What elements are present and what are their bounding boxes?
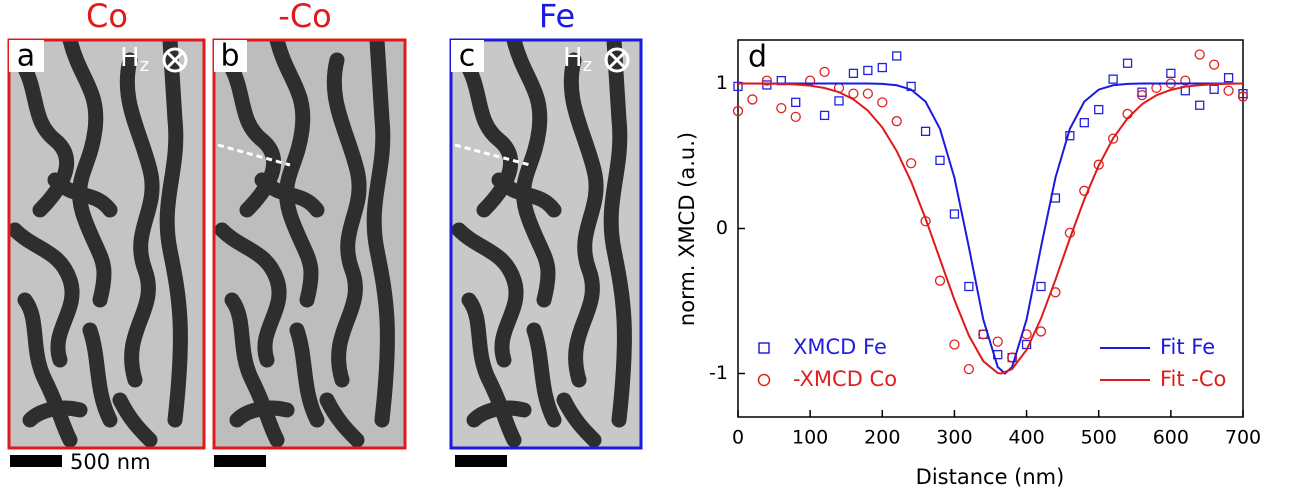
data-point [992, 336, 1003, 347]
data-point [761, 75, 773, 86]
data-point [819, 110, 830, 121]
data-point [1079, 118, 1089, 128]
data-point [1122, 58, 1133, 68]
x-tick-label: 700 [1225, 427, 1261, 449]
field-label: Hz [563, 43, 592, 77]
data-point [747, 94, 758, 105]
x-tick-label: 300 [936, 427, 972, 449]
panel-title: -Co [278, 0, 331, 35]
panel-label: c [459, 39, 476, 74]
panel-label: a [17, 39, 35, 74]
data-point [1208, 59, 1220, 70]
data-point [1006, 352, 1018, 363]
y-tick-label: 0 [716, 217, 728, 239]
data-point [964, 281, 974, 292]
data-point [1093, 159, 1104, 170]
into-page-symbol [604, 47, 630, 73]
data-point [1035, 326, 1047, 337]
scale-label: 500 nm [70, 450, 151, 474]
data-point [935, 155, 945, 166]
data-point [819, 66, 830, 78]
data-point [1195, 100, 1205, 110]
legend-label: Fit Fe [1160, 335, 1215, 359]
image-b [214, 40, 405, 448]
data-point [891, 116, 902, 127]
x-tick-label: 600 [1153, 427, 1189, 449]
x-tick-label: 400 [1008, 427, 1044, 449]
fit-line [737, 82, 1244, 375]
data-point [949, 209, 960, 219]
data-point [920, 126, 931, 136]
label-box [451, 40, 484, 72]
legend-label: Fit -Co [1160, 367, 1226, 391]
data-point [1223, 73, 1234, 83]
image-a [9, 40, 204, 448]
panel-label: d [748, 40, 767, 75]
data-point [1107, 133, 1119, 144]
data-point [1223, 85, 1234, 96]
plot-frame [737, 39, 1244, 418]
data-point [732, 105, 744, 117]
panel-label: b [220, 39, 239, 74]
data-point [733, 81, 743, 92]
data-point [762, 80, 772, 90]
field: H [563, 43, 583, 73]
data-point [848, 88, 859, 99]
y-axis-title: norm. XMCD (a.u.) [675, 132, 699, 326]
data-point [905, 158, 917, 169]
data-point [934, 275, 946, 286]
legend-label: -XMCD Co [793, 367, 897, 391]
field: H [120, 43, 140, 73]
legend-label: XMCD Fe [793, 335, 887, 359]
x-tick-label: 0 [732, 427, 744, 449]
scale-bar [214, 455, 266, 467]
panel-title: Fe [539, 0, 575, 35]
field-label: Hz [120, 43, 149, 77]
data-point [1180, 75, 1191, 86]
data-point [848, 68, 859, 78]
x-axis-title: Distance (nm) [916, 465, 1065, 489]
panel-title: Co [86, 0, 128, 35]
data-point [1237, 91, 1249, 102]
data-point [1194, 49, 1205, 60]
legend-marker [757, 373, 771, 387]
data-point [1166, 68, 1176, 78]
data-point [877, 97, 888, 108]
scale-bar [455, 455, 507, 467]
data-point [892, 51, 902, 61]
data-point [1136, 89, 1148, 101]
x-tick-label: 100 [792, 427, 828, 449]
data-point [776, 103, 787, 114]
x-tick-label: 500 [1081, 427, 1117, 449]
y-tick-label: 1 [716, 72, 728, 94]
scale-bar [10, 455, 62, 467]
label-box [9, 40, 44, 72]
data-point [862, 88, 874, 99]
frame-a [7, 38, 206, 450]
data-point [963, 363, 975, 375]
into-page-symbol [162, 47, 188, 73]
data-point [1094, 104, 1104, 115]
data-point [863, 65, 873, 76]
data-point [791, 97, 801, 107]
field-sub: z [583, 55, 592, 76]
y-tick-label: -1 [709, 362, 728, 384]
data-point [1209, 84, 1219, 94]
data-point [834, 96, 844, 106]
data-point [790, 111, 801, 122]
legend-marker [758, 342, 770, 354]
data-point [1151, 82, 1162, 93]
fit-line [738, 82, 1243, 375]
label-box [214, 40, 247, 72]
x-tick-label: 200 [864, 427, 900, 449]
data-point [877, 62, 887, 73]
frame-c [449, 38, 643, 450]
image-c [451, 40, 641, 448]
field-sub: z [140, 55, 149, 76]
data-point [1036, 281, 1046, 292]
data-point [949, 339, 960, 350]
data-point [1108, 74, 1118, 84]
frame-b [212, 38, 407, 450]
